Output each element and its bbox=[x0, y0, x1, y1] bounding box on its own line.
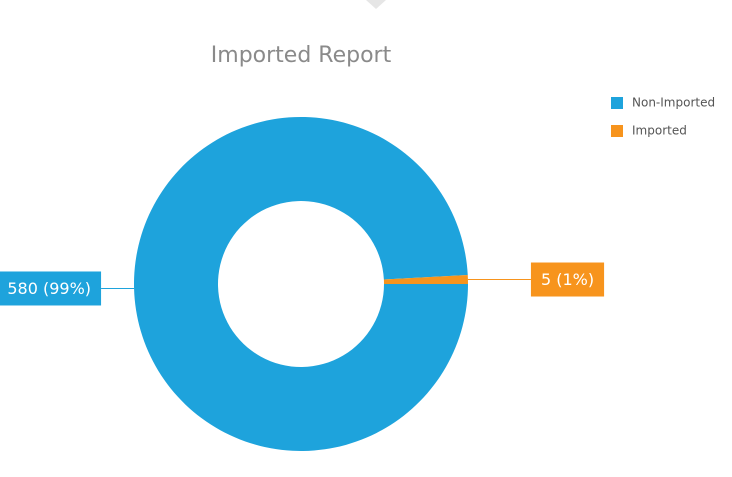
legend-label: Non-Imported bbox=[632, 96, 715, 110]
value-label-box bbox=[530, 262, 605, 297]
value-label-box bbox=[0, 271, 102, 306]
legend-swatch bbox=[611, 97, 623, 109]
value-label: 580 (99%) bbox=[7, 279, 91, 298]
legend-label: Imported bbox=[632, 124, 687, 138]
donut-slice bbox=[383, 275, 469, 284]
legend-swatch bbox=[611, 125, 623, 137]
pointer-decoration bbox=[366, 0, 386, 9]
donut-slice bbox=[134, 117, 469, 452]
value-label: 5 (1%) bbox=[541, 270, 594, 289]
chart-title: Imported Report bbox=[211, 43, 392, 68]
